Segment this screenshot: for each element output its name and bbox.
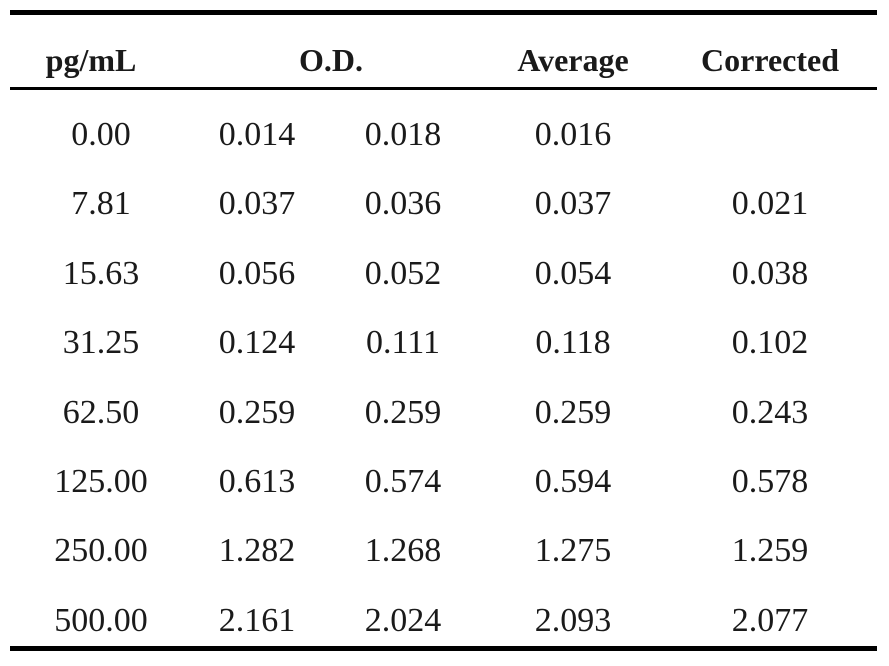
table-row: 125.00 0.613 0.574 0.594 0.578: [0, 447, 889, 516]
cell-corrected: 2.077: [731, 601, 809, 639]
header-corrected: Corrected: [701, 42, 839, 78]
cell-od-1: 0.037: [218, 185, 296, 223]
cell-corrected: 0.021: [731, 185, 809, 223]
cell-od-1: 0.056: [218, 254, 296, 292]
cell-average: 0.016: [534, 116, 612, 153]
table-body: 0.00 0.014 0.018 0.016 7.81 0.037 0.036 …: [0, 100, 889, 655]
cell-od-2: 1.268: [364, 532, 442, 570]
table-row: 62.50 0.259 0.259 0.259 0.243: [0, 378, 889, 447]
cell-average: 0.594: [534, 462, 612, 500]
cell-average: 2.093: [534, 601, 612, 639]
header-od: O.D.: [299, 42, 363, 78]
cell-od-2: 0.018: [364, 116, 442, 153]
cell-corrected: 0.038: [731, 254, 809, 292]
cell-concentration: 7.81: [71, 185, 131, 223]
header-concentration: pg/mL: [45, 42, 137, 78]
table-row: 31.25 0.124 0.111 0.118 0.102: [0, 308, 889, 377]
table-row: 15.63 0.056 0.052 0.054 0.038: [0, 239, 889, 308]
cell-corrected: 0.578: [731, 462, 809, 500]
cell-od-2: 0.574: [364, 462, 442, 500]
cell-average: 0.054: [534, 254, 612, 292]
cell-od-1: 0.259: [218, 393, 296, 431]
cell-concentration: 15.63: [62, 254, 140, 292]
cell-od-2: 0.111: [366, 324, 440, 362]
cell-corrected: 0.243: [731, 393, 809, 431]
cell-corrected: 1.259: [731, 532, 809, 570]
table-header: pg/mL O.D. Average Corrected: [0, 38, 889, 82]
cell-average: 0.037: [534, 185, 612, 223]
cell-od-1: 0.124: [218, 324, 296, 362]
cell-od-1: 0.613: [218, 462, 296, 500]
cell-concentration: 0.00: [71, 116, 131, 153]
cell-average: 0.259: [534, 393, 612, 431]
cell-average: 0.118: [535, 324, 611, 362]
header-average: Average: [517, 42, 629, 78]
cell-concentration: 500.00: [54, 601, 148, 639]
table-top-rule: [10, 10, 877, 15]
cell-od-1: 2.161: [218, 601, 296, 639]
cell-od-1: 1.282: [218, 532, 296, 570]
cell-concentration: 125.00: [54, 462, 148, 500]
table-row: 500.00 2.161 2.024 2.093 2.077: [0, 586, 889, 655]
cell-concentration: 62.50: [62, 393, 140, 431]
cell-concentration: 250.00: [54, 532, 148, 570]
cell-concentration: 31.25: [62, 324, 140, 362]
cell-od-2: 0.052: [364, 254, 442, 292]
cell-od-2: 0.259: [364, 393, 442, 431]
cell-od-2: 0.036: [364, 185, 442, 223]
table-row: 250.00 1.282 1.268 1.275 1.259: [0, 516, 889, 585]
cell-average: 1.275: [534, 532, 612, 570]
cell-od-1: 0.014: [218, 116, 296, 153]
table-row: 0.00 0.014 0.018 0.016: [0, 100, 889, 169]
table-bottom-rule: [10, 646, 877, 651]
cell-od-2: 2.024: [364, 601, 442, 639]
cell-corrected: 0.102: [731, 324, 809, 362]
table-row: 7.81 0.037 0.036 0.037 0.021: [0, 169, 889, 238]
table-header-rule: [10, 87, 877, 90]
